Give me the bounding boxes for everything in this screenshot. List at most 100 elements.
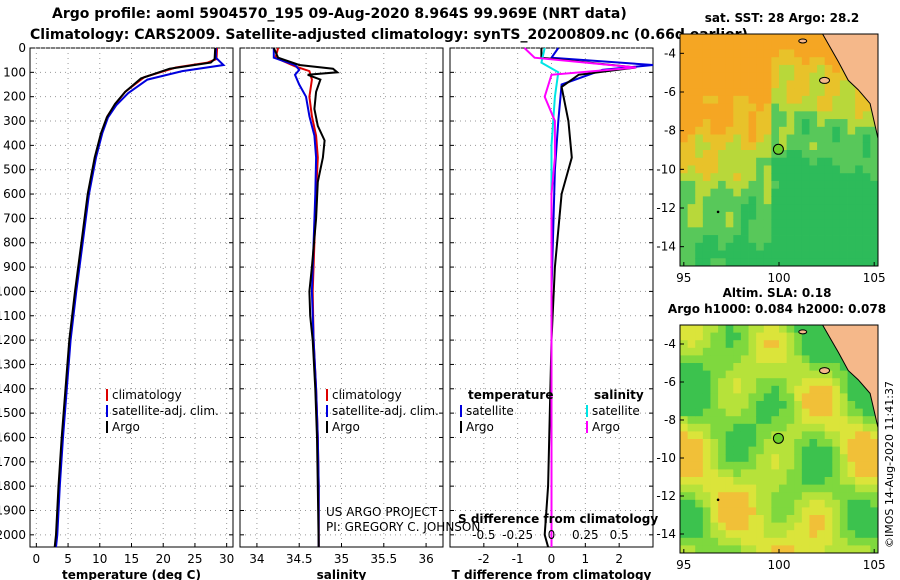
sst_map-cell — [687, 57, 696, 66]
sla_map-cell — [748, 325, 757, 333]
sla_map-cell — [725, 408, 734, 417]
sst_map-cell — [756, 34, 765, 43]
sst_map-cell — [779, 211, 788, 220]
sla-map-title: Altim. SLA: 0.18 — [723, 286, 832, 300]
sst_map-cell — [740, 188, 749, 197]
sst_map-cell — [725, 211, 734, 220]
sst_map-cell — [779, 95, 788, 104]
sst_map-cell — [839, 204, 848, 213]
sla_map-cell — [756, 439, 765, 447]
sst_map-cell — [733, 258, 742, 267]
sst_map-cell — [740, 126, 749, 135]
sla_map-cell — [817, 515, 826, 523]
sst_map-cell — [817, 250, 826, 259]
sst_map-cell — [687, 211, 696, 220]
sla_map-cell — [809, 522, 818, 531]
sst_map-cell — [763, 180, 772, 190]
sst_map-cell — [809, 49, 818, 58]
sst_map-cell — [710, 119, 719, 128]
sla_map-cell — [756, 332, 765, 341]
sla_map-cell — [847, 378, 856, 387]
sla_map-cell — [687, 545, 696, 554]
sla_map-cell — [824, 401, 833, 409]
sla_map-cell — [855, 522, 864, 531]
sla_map-cell — [718, 461, 727, 470]
sst_map-cell — [794, 57, 803, 66]
sla_map-cell — [756, 545, 765, 554]
sst_map-cell — [763, 188, 772, 197]
sla_map-cell — [763, 454, 772, 463]
sla_map-cell — [847, 439, 856, 447]
sla_map-cell — [748, 363, 757, 371]
temperature-series-climatology — [54, 47, 219, 548]
sla_map-cell — [733, 477, 742, 485]
sst_map-cell — [832, 134, 841, 143]
sla_map-cell — [702, 454, 711, 463]
sst_map-cell — [680, 95, 689, 104]
sst_map-cell — [718, 134, 727, 143]
sla_map-cell — [862, 530, 871, 539]
sst_map-cell — [862, 250, 871, 259]
sst_map-cell — [695, 41, 704, 50]
sla_map-cell — [763, 416, 772, 425]
sla_map-cell — [794, 461, 803, 470]
sla_map-cell — [733, 522, 742, 531]
sst_map-cell — [710, 64, 719, 74]
sla_map-cell — [748, 347, 757, 356]
sla_map-cell — [847, 537, 856, 546]
sst_map-cell — [763, 57, 772, 66]
sst_map-cell — [748, 188, 757, 197]
sst_map-cell — [839, 103, 848, 112]
sla_map-cell — [817, 347, 826, 356]
sst_map-cell — [718, 250, 727, 259]
sla_map-cell — [756, 499, 765, 508]
sst_map-cell — [687, 258, 696, 267]
sla_map-cell — [817, 454, 826, 463]
sst_map-cell — [817, 258, 826, 267]
sla_map-cell — [862, 408, 871, 417]
sst_map-cell — [718, 142, 727, 151]
sst_map-cell — [779, 134, 788, 143]
sla_map-cell — [718, 385, 727, 394]
sla_map-cell — [756, 347, 765, 356]
sst_map-cell — [680, 157, 689, 166]
sst_map-cell — [718, 80, 727, 89]
sst_map-cell — [695, 57, 704, 66]
sla_map-cell — [794, 446, 803, 455]
salinity-x-tick-label: 35 — [334, 552, 349, 566]
sla_map-cell — [862, 439, 871, 447]
sst_map-cell — [809, 258, 818, 267]
sla_map-cell — [718, 439, 727, 447]
y-tick-label: 1000 — [0, 284, 26, 298]
sla_map-cell — [832, 507, 841, 516]
sst_map-cell — [748, 80, 757, 89]
sla_map-cell — [794, 431, 803, 440]
sst_map-cell — [862, 165, 871, 174]
sla_map-cell — [801, 385, 810, 394]
sla_map-cell — [680, 332, 689, 341]
sla_map-cell — [824, 408, 833, 417]
sla_map-cell — [847, 484, 856, 493]
sla_map-cell — [763, 446, 772, 455]
sla_map-cell — [855, 469, 864, 478]
sla_map-cell — [847, 416, 856, 425]
sst_map-cell — [680, 80, 689, 89]
sla_map-cell — [809, 423, 818, 432]
sla_map-cell — [801, 545, 810, 554]
sla_map-cell — [733, 340, 742, 349]
sst_map-cell — [725, 196, 734, 205]
sla_map-cell — [817, 370, 826, 379]
sst_map-cell — [786, 173, 795, 182]
difference-xlabel2: S difference from climatology — [458, 512, 658, 526]
sst_map-cell — [817, 211, 826, 220]
sst_map-cell — [733, 57, 742, 66]
sst_map-cell — [839, 250, 848, 259]
sla_map-cell — [710, 325, 719, 333]
sst_map-cell — [687, 95, 696, 104]
sla_map-cell — [779, 522, 788, 531]
sla_map-cell — [733, 469, 742, 478]
sla_map-cell — [786, 401, 795, 409]
sst_map-cell — [855, 180, 864, 190]
sla_map-cell — [870, 469, 879, 478]
sla_map-cell — [809, 416, 818, 425]
